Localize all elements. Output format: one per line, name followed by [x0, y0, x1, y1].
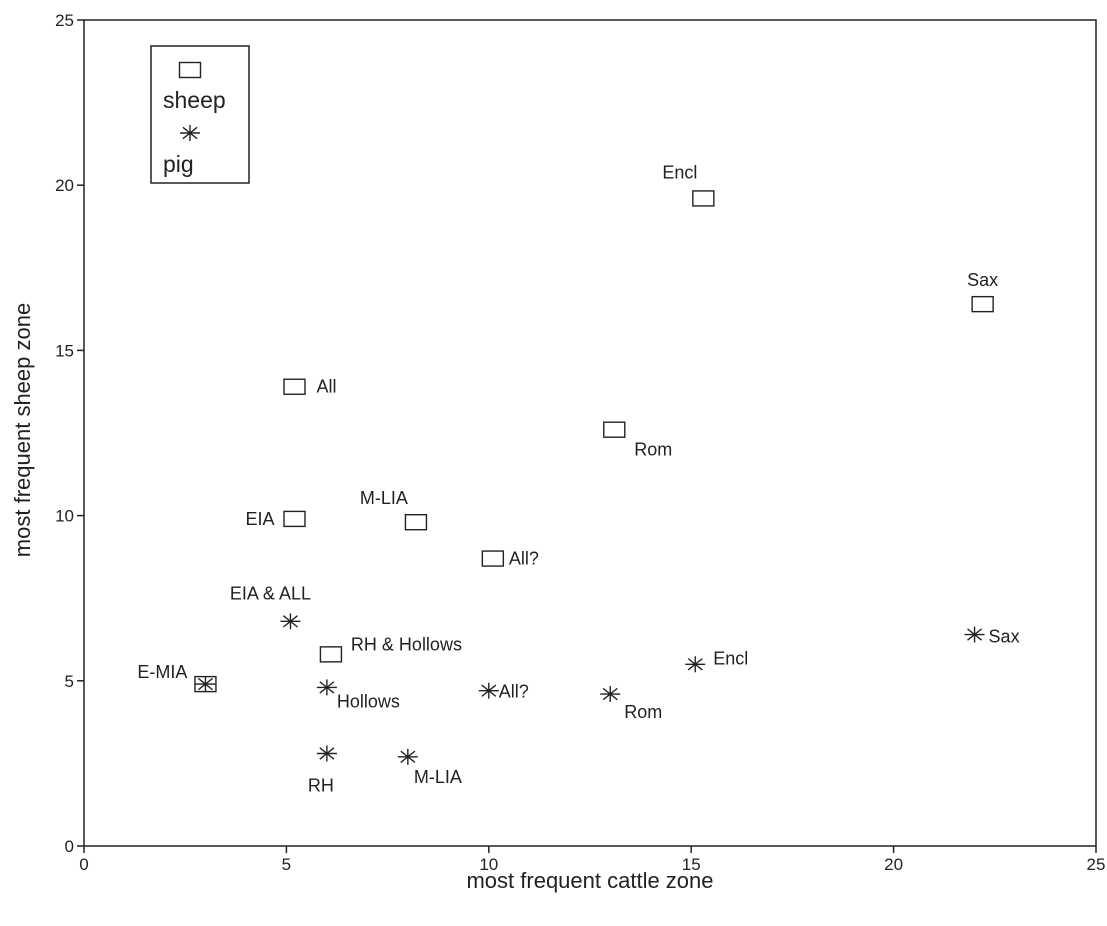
- x-tick-label-1: 5: [282, 855, 291, 874]
- x-tick-label-2: 10: [479, 855, 498, 874]
- sheep-point-label-4: Rom: [634, 440, 672, 460]
- y-tick-label-3: 15: [55, 341, 74, 360]
- pig-point-label-3: M-LIA: [414, 767, 462, 787]
- sheep-point-label-0: All: [316, 377, 336, 397]
- sheep-point-label-5: Encl: [662, 162, 697, 182]
- sheep-point-0: [283, 378, 306, 395]
- y-tick-label-2: 10: [55, 507, 74, 526]
- sheep-point-1: [283, 510, 306, 528]
- pig-point-6: [685, 656, 706, 673]
- sheep-point-label-2: M-LIA: [360, 488, 408, 508]
- pig-point-label-0: EIA & ALL: [230, 583, 311, 603]
- sheep-point-label-6: Sax: [967, 270, 998, 290]
- legend-marker-pig: [180, 125, 200, 141]
- sheep-point-label-1: EIA: [245, 509, 274, 529]
- pig-point-3: [397, 748, 418, 765]
- pig-point-label-4: All?: [499, 682, 529, 702]
- sheep-point-4: [603, 421, 626, 438]
- sheep-point-2: [404, 514, 428, 531]
- y-tick-label-4: 20: [55, 176, 74, 195]
- x-tick-label-4: 20: [884, 855, 903, 874]
- pig-point-0: [280, 613, 301, 630]
- x-tick-label-3: 15: [682, 855, 701, 874]
- pig-point-label-5: Rom: [624, 702, 662, 722]
- sheep-point-5: [692, 190, 715, 207]
- legend-marker-sheep: [178, 61, 202, 79]
- pig-point-5: [600, 686, 621, 703]
- y-tick-label-0: 0: [65, 837, 74, 856]
- legend-label-pig: pig: [163, 151, 194, 177]
- pig-point-label-6: Encl: [713, 648, 748, 668]
- data-points: All EIA M-LIA All? Rom Encl Sax RH & Hollows E-M…: [137, 162, 1019, 795]
- x-tick-label-0: 0: [79, 855, 88, 874]
- sheep-point-7: [319, 646, 343, 663]
- legend-frame: [150, 45, 250, 184]
- pig-point-8: [195, 676, 216, 693]
- sheep-point-label-8: E-MIA: [137, 662, 187, 682]
- sheep-point-3: [481, 550, 505, 567]
- pig-point-4: [478, 682, 499, 699]
- y-axis: 0 5 10 15 20 25: [55, 11, 84, 856]
- pig-point-label-7: Sax: [989, 627, 1020, 647]
- y-tick-label-1: 5: [65, 672, 74, 691]
- y-tick-label-5: 25: [55, 11, 74, 30]
- sheep-point-label-3: All?: [509, 549, 539, 569]
- pig-point-label-2: RH: [308, 775, 334, 795]
- y-axis-label: most frequent sheep zone: [10, 303, 35, 557]
- legend: sheep pig: [150, 45, 250, 184]
- x-tick-label-5: 25: [1087, 855, 1106, 874]
- pig-point-7: [964, 626, 985, 643]
- x-axis-label: most frequent cattle zone: [466, 868, 713, 893]
- sheep-point-6: [971, 295, 994, 313]
- pig-point-1: [316, 679, 337, 696]
- plot-frame: [83, 19, 1097, 847]
- x-axis: 0 5 10 15 20 25: [79, 846, 1105, 874]
- legend-label-sheep: sheep: [163, 87, 226, 113]
- pig-point-label-1: Hollows: [337, 691, 400, 711]
- pig-point-2: [316, 745, 337, 762]
- sheep-point-label-7: RH & Hollows: [351, 634, 462, 654]
